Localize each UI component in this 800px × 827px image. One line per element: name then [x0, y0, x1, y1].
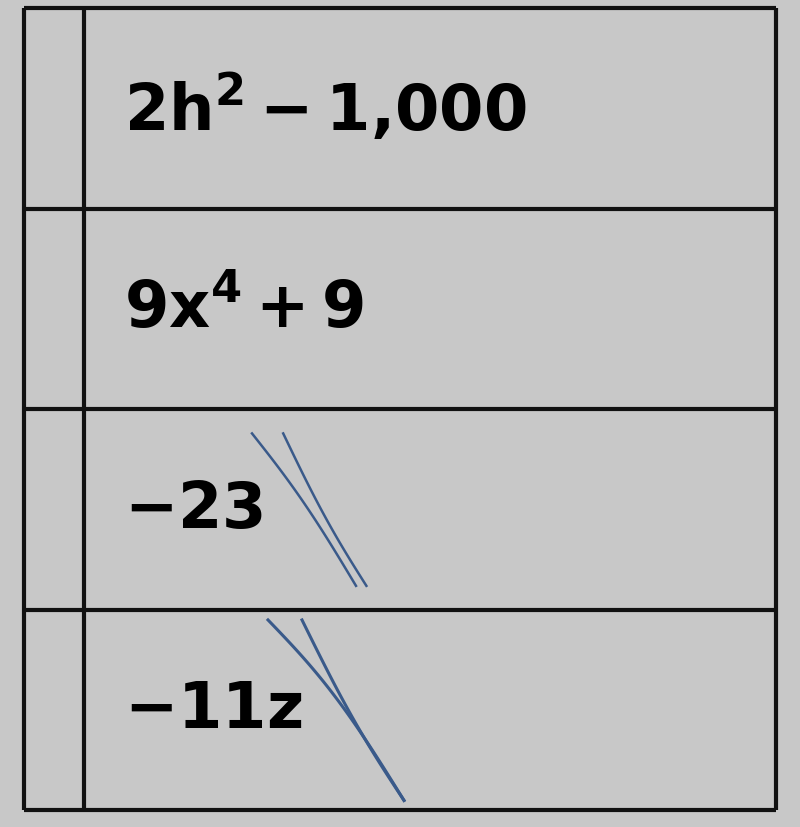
- Text: $\mathbf{-23}$: $\mathbf{-23}$: [124, 479, 263, 541]
- Text: $\mathbf{-11z}$: $\mathbf{-11z}$: [124, 679, 302, 741]
- Text: $\mathbf{2h^2 - 1{,}000}$: $\mathbf{2h^2 - 1{,}000}$: [124, 73, 526, 144]
- Text: $\mathbf{9x^4 + 9}$: $\mathbf{9x^4 + 9}$: [124, 278, 364, 341]
